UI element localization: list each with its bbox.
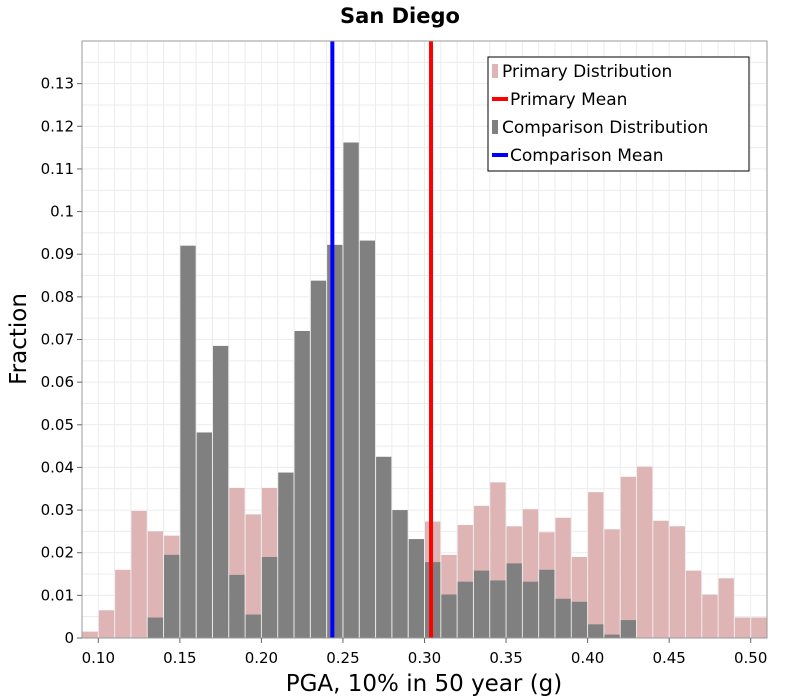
comparison-distribution-bar bbox=[392, 510, 408, 638]
comparison-distribution-bar bbox=[604, 634, 620, 638]
comparison-distribution-bars bbox=[147, 142, 637, 639]
comparison-distribution-bar bbox=[620, 620, 637, 638]
y-tick-label: 0.03 bbox=[41, 501, 74, 519]
primary-distribution-bar bbox=[751, 617, 767, 638]
x-tick-label: 0.10 bbox=[82, 649, 115, 667]
legend-comparison-distribution-swatch bbox=[492, 120, 498, 134]
comparison-distribution-bar bbox=[229, 574, 245, 638]
primary-distribution-bar bbox=[702, 594, 718, 638]
primary-distribution-bar bbox=[588, 492, 604, 638]
legend-primary-mean-label: Primary Mean bbox=[510, 90, 627, 110]
primary-distribution-bar bbox=[147, 531, 164, 638]
x-tick-label: 0.25 bbox=[326, 649, 359, 667]
comparison-distribution-bar bbox=[555, 598, 571, 638]
legend-comparison-mean-label: Comparison Mean bbox=[510, 146, 664, 166]
y-tick-label: 0.1 bbox=[50, 203, 74, 221]
comparison-distribution-bar bbox=[310, 280, 327, 638]
x-tick-label: 0.40 bbox=[571, 649, 604, 667]
x-tick-label: 0.20 bbox=[245, 649, 278, 667]
primary-distribution-bar bbox=[718, 578, 734, 638]
comparison-distribution-bar bbox=[343, 142, 359, 639]
legend-primary-distribution-swatch bbox=[492, 64, 498, 78]
legend: Primary Distribution Primary Mean Comparis… bbox=[487, 56, 750, 172]
comparison-distribution-bar bbox=[473, 570, 490, 638]
comparison-distribution-bar bbox=[212, 345, 229, 638]
comparison-distribution-bar bbox=[571, 601, 588, 638]
legend-primary-distribution-label: Primary Distribution bbox=[502, 62, 672, 82]
comparison-distribution-bar bbox=[588, 624, 604, 638]
y-tick-label: 0.09 bbox=[41, 245, 74, 263]
primary-distribution-bar bbox=[604, 529, 620, 638]
y-tick-label: 0.06 bbox=[41, 373, 74, 391]
primary-distribution-bar bbox=[98, 610, 115, 638]
comparison-distribution-bar bbox=[147, 617, 164, 638]
primary-distribution-bar bbox=[82, 631, 98, 638]
y-tick-label: 0.01 bbox=[41, 586, 74, 604]
y-tick-label: 0.02 bbox=[41, 544, 74, 562]
comparison-distribution-bar bbox=[359, 240, 376, 638]
comparison-distribution-bar bbox=[180, 245, 196, 638]
comparison-distribution-bar bbox=[457, 581, 473, 638]
primary-distribution-bar bbox=[685, 570, 702, 638]
legend-comparison-distribution-label: Comparison Distribution bbox=[502, 118, 708, 138]
x-tick-label: 0.35 bbox=[489, 649, 522, 667]
comparison-distribution-bar bbox=[278, 472, 294, 638]
y-tick-label: 0 bbox=[64, 629, 74, 647]
comparison-distribution-bar bbox=[294, 330, 310, 638]
comparison-distribution-bar bbox=[245, 614, 261, 638]
primary-distribution-bar bbox=[245, 514, 261, 638]
comparison-distribution-bar bbox=[490, 580, 506, 638]
y-tick-label: 0.11 bbox=[41, 160, 74, 178]
primary-distribution-bar bbox=[131, 510, 147, 638]
y-tick-label: 0.12 bbox=[41, 117, 74, 135]
x-axis-ticks: 0.10 0.15 0.20 0.25 0.30 0.35 0.40 0.45 0.50 bbox=[82, 638, 767, 667]
primary-distribution-bar bbox=[653, 520, 669, 638]
primary-distribution-bar bbox=[669, 526, 685, 638]
y-tick-label: 0.04 bbox=[41, 458, 74, 476]
grid-lines bbox=[81, 40, 768, 639]
y-tick-label: 0.13 bbox=[41, 75, 74, 93]
legend-box bbox=[487, 56, 750, 172]
comparison-distribution-bar bbox=[376, 456, 392, 638]
x-tick-label: 0.50 bbox=[734, 649, 767, 667]
y-tick-label: 0.07 bbox=[41, 331, 74, 349]
comparison-distribution-bar bbox=[441, 594, 457, 638]
primary-distribution-bar bbox=[115, 569, 131, 638]
y-tick-label: 0.08 bbox=[41, 288, 74, 306]
comparison-distribution-bar bbox=[408, 539, 424, 638]
comparison-distribution-bar bbox=[522, 581, 539, 638]
comparison-distribution-bar bbox=[539, 569, 555, 638]
primary-distribution-bar bbox=[637, 466, 653, 638]
x-tick-label: 0.30 bbox=[408, 649, 441, 667]
x-axis-label: PGA, 10% in 50 year (g) bbox=[286, 671, 563, 697]
comparison-distribution-bar bbox=[327, 244, 343, 638]
comparison-distribution-bar bbox=[506, 563, 522, 638]
comparison-distribution-bar bbox=[261, 556, 278, 638]
comparison-distribution-bar bbox=[164, 554, 180, 638]
primary-distribution-bar bbox=[734, 617, 751, 638]
x-tick-label: 0.45 bbox=[652, 649, 685, 667]
y-tick-label: 0.05 bbox=[41, 416, 74, 434]
y-axis-label: Fraction bbox=[6, 293, 32, 385]
primary-distribution-bar bbox=[620, 476, 637, 638]
x-tick-label: 0.15 bbox=[163, 649, 196, 667]
y-axis-ticks: 0 0.01 0.02 0.03 0.04 0.05 0.06 0.07 0.08 0.09 0.1… bbox=[41, 75, 82, 647]
mean-lines bbox=[330, 41, 434, 638]
comparison-distribution-bar bbox=[196, 432, 212, 638]
chart-title: San Diego bbox=[340, 4, 460, 28]
